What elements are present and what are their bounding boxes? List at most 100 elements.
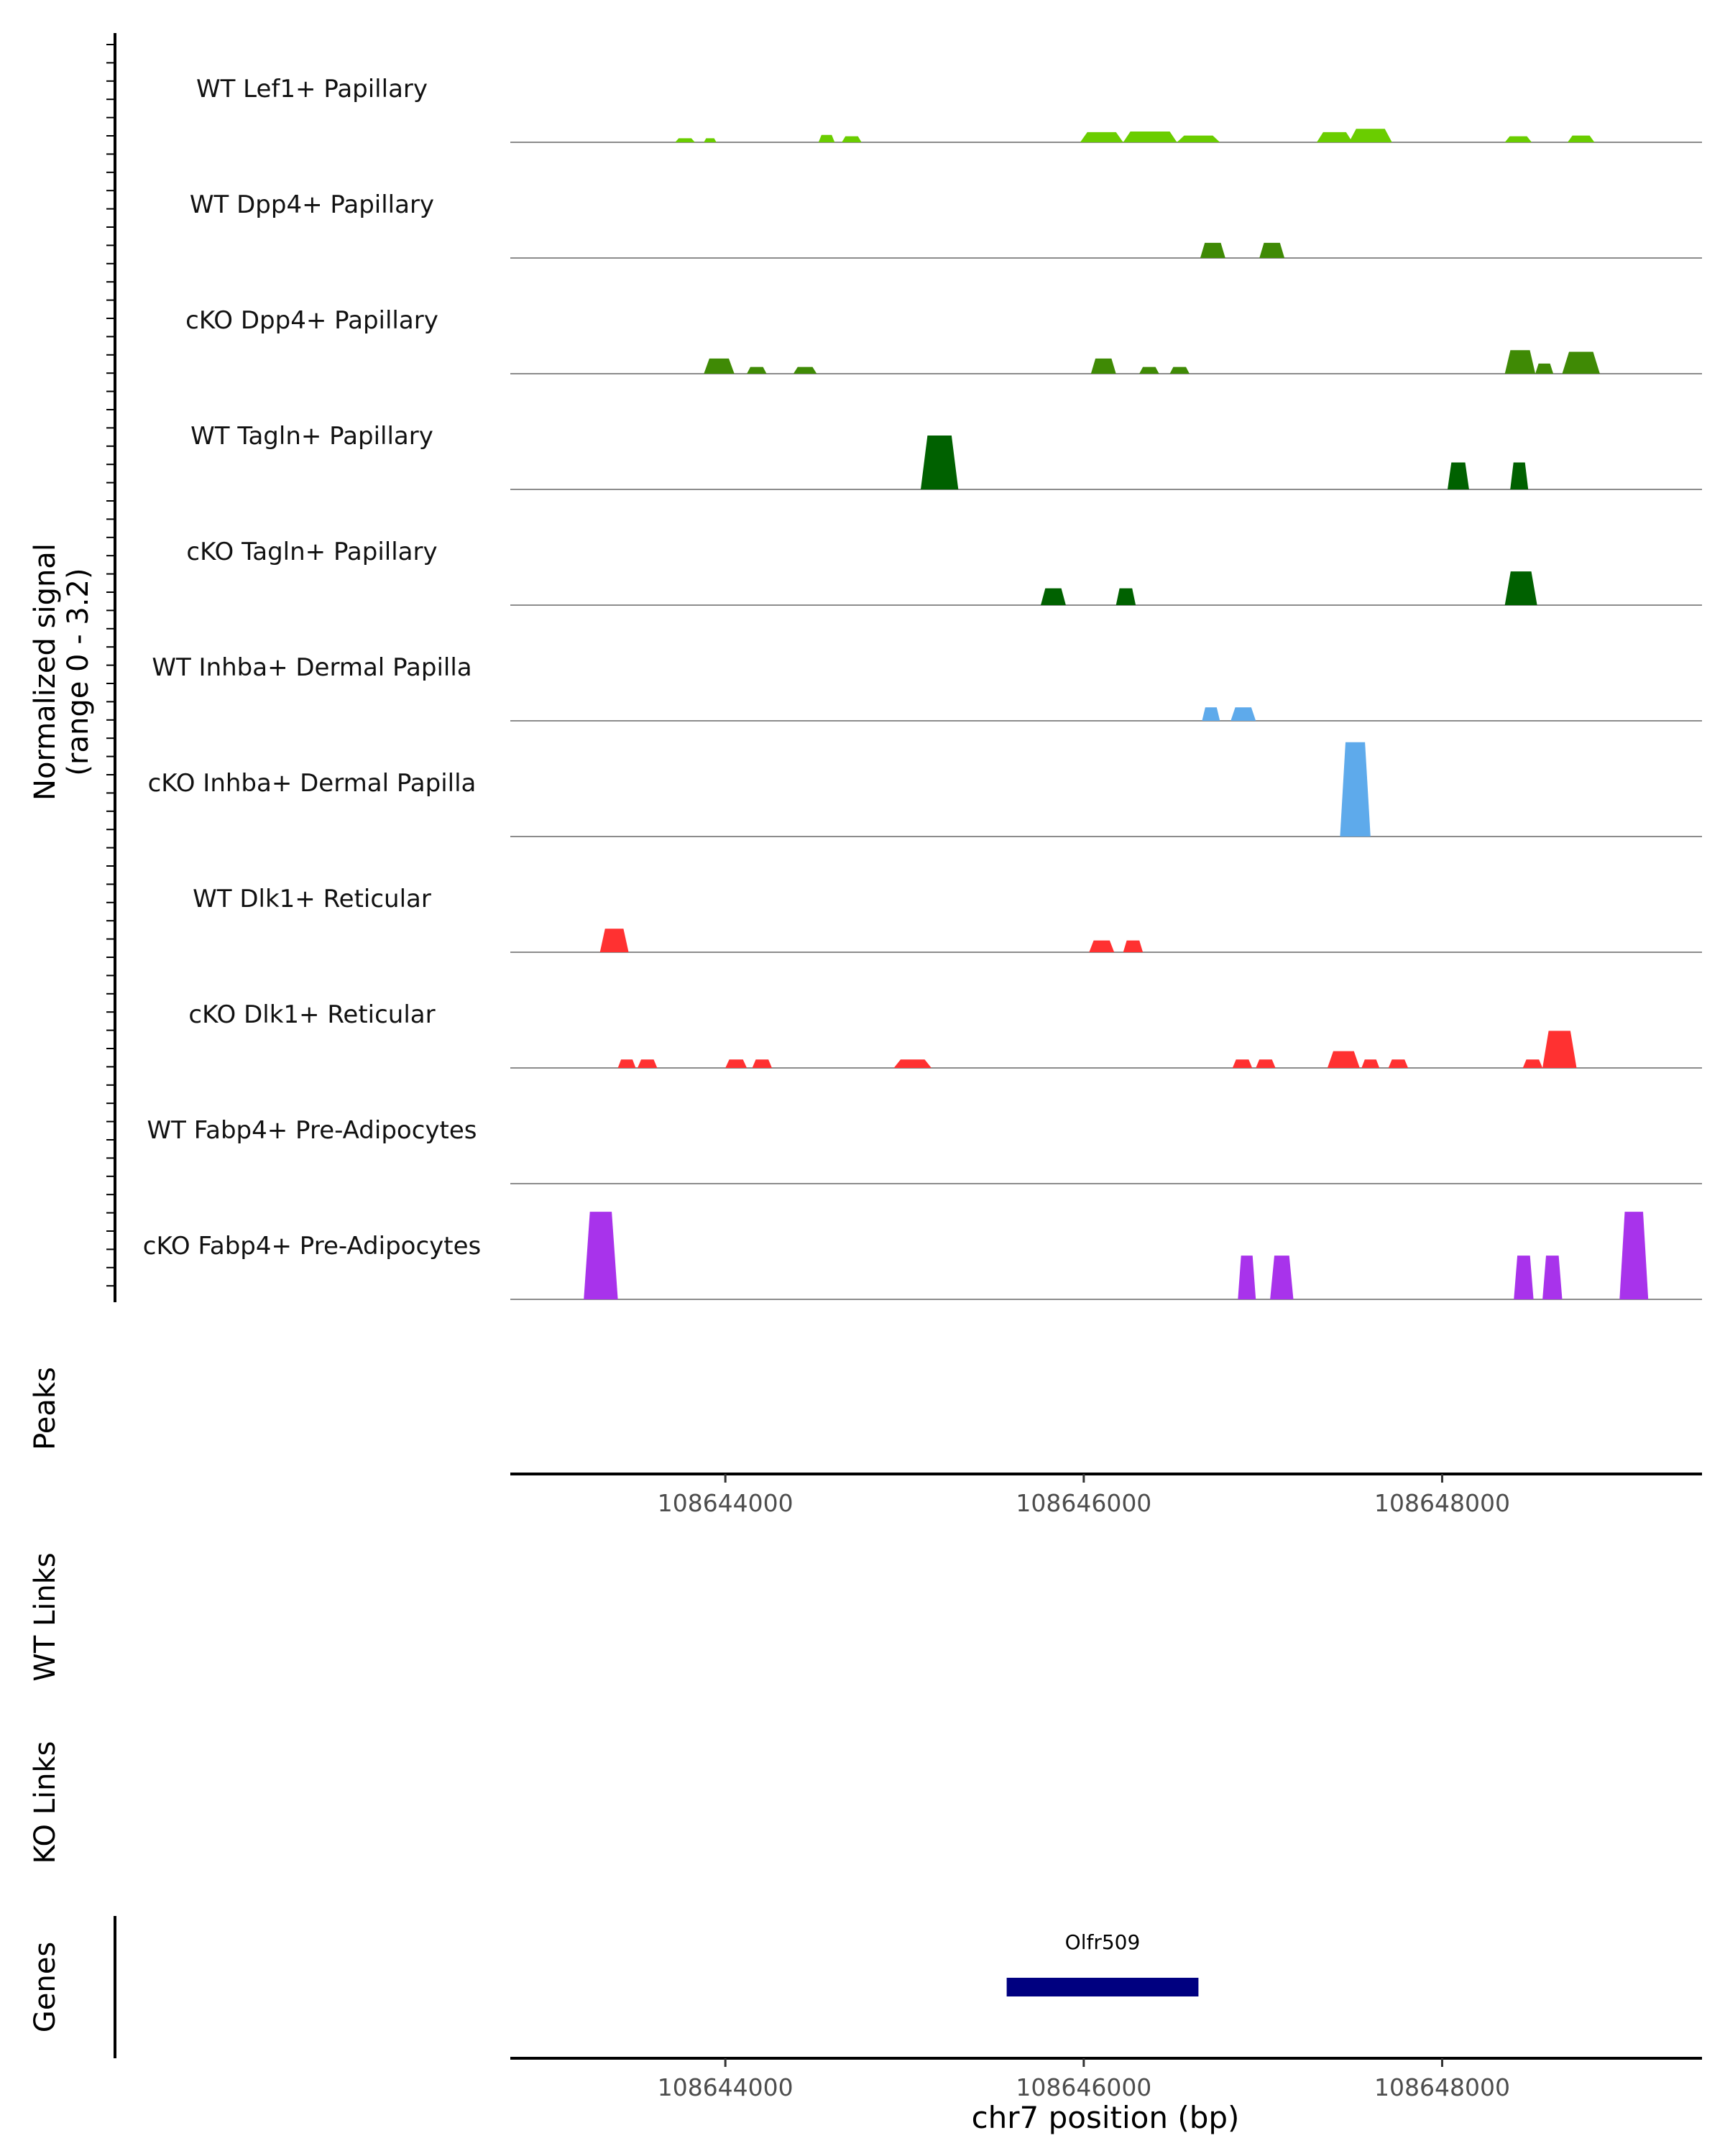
peak bbox=[704, 138, 717, 142]
y-label-line2: (range 0 - 3.2) bbox=[62, 568, 95, 775]
track-label: WT Dlk1+ Reticular bbox=[193, 885, 431, 913]
coverage-y-axis-label: Normalized signal (range 0 - 3.2) bbox=[29, 543, 95, 801]
genes-x-axis-ticks: 108644000 108646000 108648000 bbox=[658, 2058, 1510, 2101]
track-label: WT Fabp4+ Pre-Adipocytes bbox=[147, 1116, 477, 1145]
peak bbox=[599, 929, 629, 952]
coverage-y-axis bbox=[106, 33, 116, 1302]
peak bbox=[1123, 940, 1144, 952]
track: WT Fabp4+ Pre-Adipocytes bbox=[147, 1116, 1702, 1184]
gene-body bbox=[1006, 1978, 1199, 1996]
peak bbox=[1090, 358, 1116, 374]
peaks-x-axis-ticks: 108644000 108646000 108648000 bbox=[658, 1474, 1510, 1517]
peak bbox=[1510, 462, 1529, 489]
peak bbox=[1139, 367, 1159, 374]
peak bbox=[1542, 1256, 1563, 1299]
peak bbox=[747, 367, 767, 374]
peak bbox=[1256, 1059, 1276, 1068]
track-label: WT Tagln+ Papillary bbox=[190, 422, 433, 451]
peak bbox=[1568, 135, 1595, 142]
y-label-line1: Normalized signal bbox=[29, 543, 62, 801]
peak bbox=[1270, 1256, 1294, 1299]
peak bbox=[1504, 136, 1532, 142]
ko-links-label: KO Links bbox=[29, 1741, 62, 1864]
peak bbox=[1169, 367, 1190, 374]
peak bbox=[1504, 350, 1536, 374]
peak bbox=[1230, 707, 1256, 721]
x-tick-label: 108648000 bbox=[1374, 2073, 1510, 2101]
x-axis-title: chr7 position (bp) bbox=[972, 2100, 1240, 2135]
gene-label: Olfr509 bbox=[1065, 1930, 1141, 1954]
peak bbox=[842, 136, 862, 142]
track: WT Lef1+ Papillary bbox=[196, 75, 1702, 143]
track-label: WT Dpp4+ Papillary bbox=[190, 190, 434, 219]
track-label: WT Lef1+ Papillary bbox=[196, 75, 428, 103]
peak bbox=[1448, 462, 1469, 489]
peak bbox=[921, 436, 959, 489]
track-label: cKO Fabp4+ Pre-Adipocytes bbox=[143, 1232, 482, 1261]
peak bbox=[638, 1059, 658, 1068]
track-label: cKO Dpp4+ Papillary bbox=[185, 306, 438, 335]
track-label: cKO Tagln+ Papillary bbox=[186, 538, 437, 566]
peaks-panel: Peaks 108644000 108646000 108648000 bbox=[29, 1367, 1702, 1517]
peak bbox=[584, 1212, 618, 1299]
peaks-panel-label: Peaks bbox=[29, 1367, 62, 1450]
peak bbox=[1177, 135, 1220, 142]
track: cKO Tagln+ Papillary bbox=[186, 538, 1702, 606]
peak bbox=[617, 1059, 636, 1068]
links-panels: WT Links KO Links bbox=[29, 1552, 62, 1864]
peak bbox=[1388, 1059, 1409, 1068]
peak bbox=[793, 367, 817, 374]
peak bbox=[1348, 129, 1392, 142]
peak bbox=[1340, 742, 1371, 837]
track-label: cKO Dlk1+ Reticular bbox=[188, 1000, 435, 1029]
peak bbox=[1080, 132, 1123, 142]
x-tick-label: 108646000 bbox=[1016, 2073, 1151, 2101]
peak bbox=[1123, 132, 1177, 142]
track: WT Inhba+ Dermal Papilla bbox=[152, 653, 1702, 722]
peak bbox=[1619, 1212, 1649, 1299]
peak bbox=[1200, 242, 1225, 258]
peak bbox=[1116, 588, 1136, 605]
track: cKO Inhba+ Dermal Papilla bbox=[148, 742, 1702, 837]
peak bbox=[752, 1059, 772, 1068]
genes-panel-label: Genes bbox=[29, 1942, 62, 2032]
peak bbox=[1522, 1059, 1543, 1068]
peak bbox=[1535, 363, 1554, 374]
peak bbox=[1238, 1256, 1256, 1299]
peak bbox=[704, 358, 735, 374]
track: cKO Dpp4+ Papillary bbox=[185, 306, 1702, 374]
x-tick-label: 108648000 bbox=[1374, 1489, 1510, 1517]
track-label: cKO Inhba+ Dermal Papilla bbox=[148, 769, 477, 798]
x-tick-label: 108646000 bbox=[1016, 1489, 1151, 1517]
peak bbox=[1089, 940, 1115, 952]
peak bbox=[1232, 1059, 1253, 1068]
peak bbox=[1361, 1059, 1380, 1068]
track: WT Dpp4+ Papillary bbox=[190, 190, 1702, 259]
peak bbox=[818, 134, 835, 142]
genes-panel: Genes Olfr509 108644000 108646000 10864800… bbox=[29, 1916, 1702, 2135]
peak bbox=[675, 138, 695, 142]
peak bbox=[1041, 588, 1066, 605]
peak bbox=[1327, 1051, 1360, 1068]
peak bbox=[1504, 571, 1537, 605]
track-label: WT Inhba+ Dermal Papilla bbox=[152, 653, 472, 682]
peak bbox=[1259, 242, 1285, 258]
track: cKO Fabp4+ Pre-Adipocytes bbox=[143, 1212, 1702, 1300]
peak bbox=[1562, 351, 1600, 374]
x-tick-label: 108644000 bbox=[658, 2073, 794, 2101]
peak bbox=[725, 1059, 748, 1068]
coverage-tracks: WT Lef1+ Papillary WT Dpp4+ Papillary cKO … bbox=[143, 75, 1702, 1300]
wt-links-label: WT Links bbox=[29, 1552, 62, 1681]
track: cKO Dlk1+ Reticular bbox=[188, 1000, 1702, 1069]
gene-marks: Olfr509 bbox=[1006, 1930, 1199, 1996]
peak bbox=[1514, 1256, 1534, 1299]
peak bbox=[893, 1059, 932, 1068]
peak bbox=[1542, 1031, 1577, 1068]
track: WT Tagln+ Papillary bbox=[190, 422, 1702, 490]
peak bbox=[1317, 132, 1353, 142]
x-tick-label: 108644000 bbox=[658, 1489, 794, 1517]
peak bbox=[1202, 707, 1220, 721]
track: WT Dlk1+ Reticular bbox=[193, 885, 1702, 953]
